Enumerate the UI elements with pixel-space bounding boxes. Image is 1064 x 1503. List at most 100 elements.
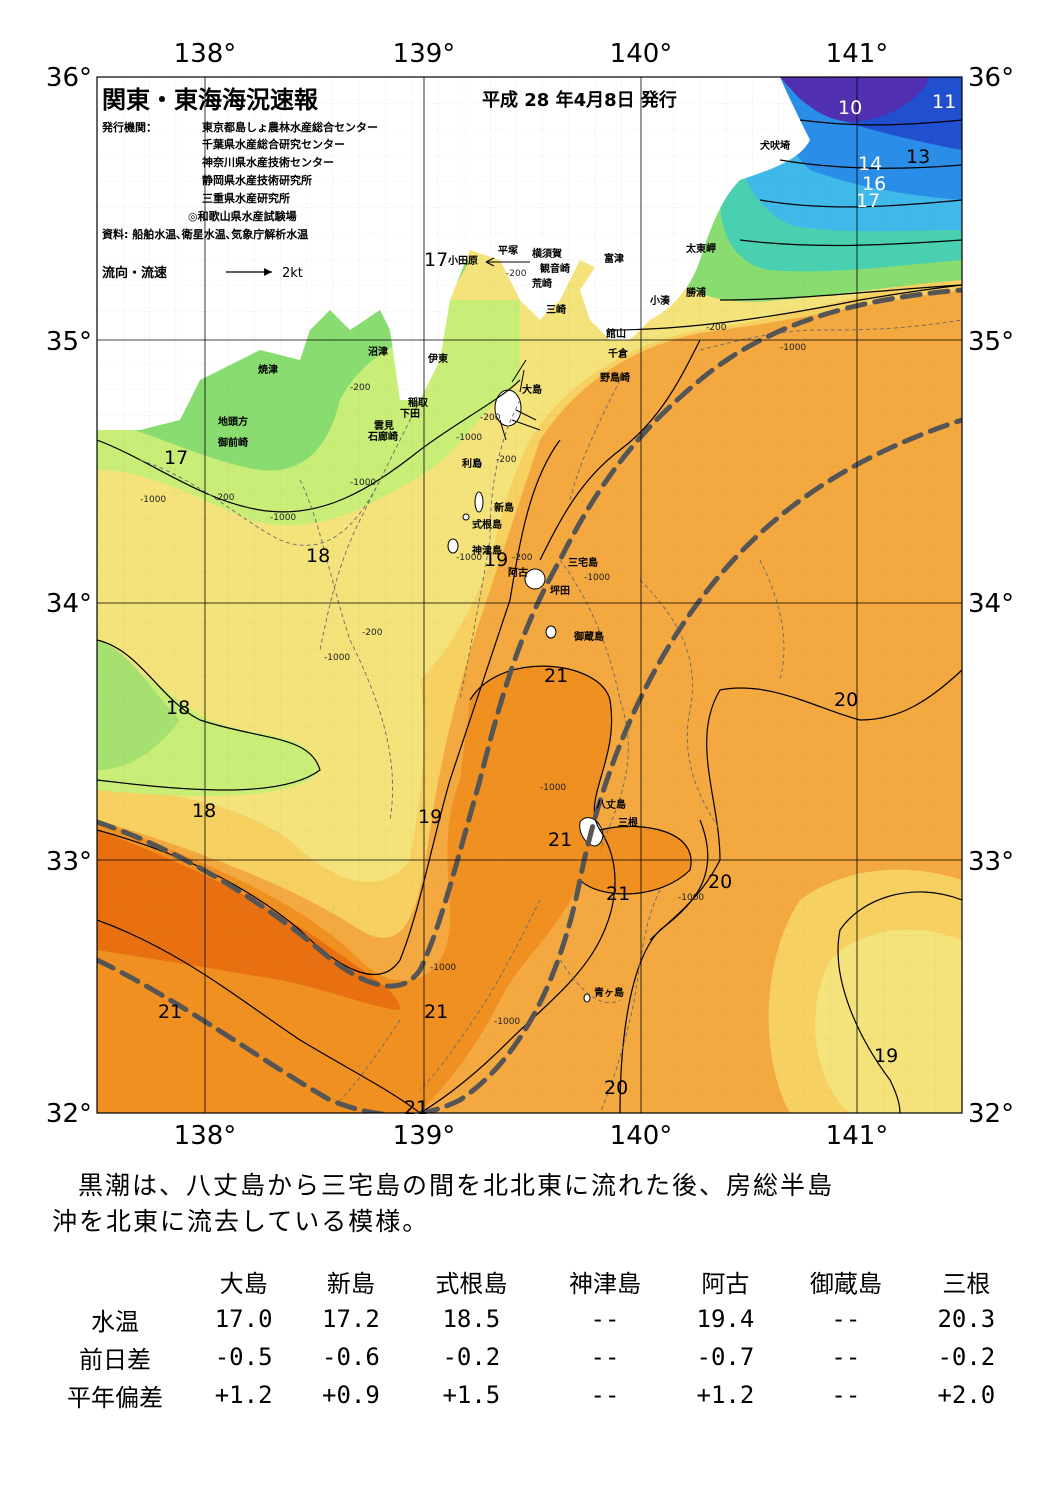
place-label: 館山 [605,327,626,340]
table-cell: -0.7 [696,1343,755,1371]
isotherm-label: 13 [906,146,930,168]
table-cell: 20.3 [937,1305,996,1333]
data-source: 資料: 船舶水温､衛星水温､気象庁解析水温 [102,227,308,241]
table-cell: -0.6 [322,1343,380,1371]
table-header-row: 大島 新島 式根島 神津島 阿古 御蔵島 三根 [40,1262,1020,1300]
publisher-item: 三重県水産研究所 [202,191,290,205]
legend-arrow [226,268,272,276]
isotherm-label: 17 [856,190,880,212]
depth-labels: -200 -200 -200 -200 -200 -200 -200 -200 … [140,269,806,1027]
isotherm-label: 21 [424,1001,448,1023]
place-label: 神津島 [472,544,502,557]
isotherm-label: 21 [548,829,572,851]
depth-label: -200 [362,628,383,638]
depth-label: -1000 [780,343,806,353]
place-label: 犬吠埼 [760,139,790,152]
isotherm-label: 14 [858,153,882,175]
lon-top-141: 141° [826,39,889,69]
depth-label: -1000 [584,573,610,583]
place-label: 御前崎 [217,436,248,449]
summary-line-1: 黒潮は、八丈島から三宅島の間を北北東に流れた後、房総半島 [78,1171,835,1200]
isotherm-labels: 10 11 13 14 16 17 17 17 18 18 18 19 19 2… [158,91,956,1119]
place-label: 観音崎 [540,262,570,275]
depth-label: -1000 [456,433,482,443]
depth-label: -1000 [270,513,296,523]
table-cell: +1.2 [696,1381,755,1409]
lon-top-140: 140° [610,39,673,69]
table-cell: 17.2 [322,1305,380,1333]
table-row: 前日差 -0.5 -0.6 -0.2 -- -0.7 -- -0.2 [40,1338,1020,1376]
lat-left-35: 35° [46,327,92,357]
lon-bottom-139: 139° [393,1121,456,1151]
axis-labels: 138° 139° 140° 141° 138° 139° 140° 141° … [46,39,1014,1151]
place-label: 小湊 [649,294,671,307]
place-label: 坪田 [550,584,570,597]
table-cell: 18.5 [442,1305,501,1333]
depth-label: -1000 [140,495,166,505]
lat-left-32: 32° [46,1099,92,1129]
depth-label: -1000 [540,783,566,793]
major-grid [97,77,962,1113]
lat-right-33: 33° [968,847,1014,877]
table-row: 水温 17.0 17.2 18.5 -- 19.4 -- 20.3 [40,1300,1020,1338]
isotherm-label: 19 [874,1045,898,1067]
minor-grid [97,77,962,1113]
place-label: 三崎 [546,303,566,316]
depth-label: -1000 [430,963,456,973]
place-label: 石廊崎 [367,430,398,443]
depth-label: -200 [506,269,527,279]
legend-label: 流向・流速 [102,265,167,281]
depth-label: -200 [350,383,371,393]
place-label: 阿古 [508,566,528,579]
isotherm-label: 11 [932,91,956,113]
depth-label: -200 [496,455,517,465]
depth-label: -1000 [324,653,350,663]
isotherm-label: 18 [166,697,190,719]
isotherm-label: 20 [708,871,732,893]
publisher-item: 東京都島しょ農林水産総合センター [202,120,378,134]
publisher-label: 発行機関： [101,120,157,134]
isotherm-lines [97,119,962,1113]
table-cell: +2.0 [937,1381,996,1409]
lon-top-139: 139° [393,39,456,69]
table-cell: -- [590,1343,620,1371]
table-cell: +1.2 [214,1381,273,1409]
current-vectors [485,257,541,441]
place-label: 三根 [618,816,638,829]
isotherm-label: 20 [604,1077,628,1099]
lat-left-33: 33° [46,847,92,877]
station-header: 阿古 [701,1269,750,1298]
lon-bottom-141: 141° [826,1121,889,1151]
place-label: 横須賀 [532,247,562,260]
lat-left-36: 36° [46,63,92,93]
lon-top-138: 138° [174,39,237,69]
summary-line-2: 沖を北東に流去している模様。 [52,1207,430,1236]
table-corner [40,1262,190,1300]
table-cell: -- [831,1343,861,1371]
kuroshio-axis [97,287,962,1113]
row-label: 前日差 [79,1345,151,1374]
map-title: 関東・東海海況速報 [102,86,319,114]
isotherm-label: 18 [192,800,216,822]
row-label: 平年偏差 [67,1383,163,1412]
sea-temperature-map: 138° 139° 140° 141° 138° 139° 140° 141° … [46,39,1014,1151]
publisher-item: ◎和歌山県水産試験場 [188,209,297,223]
depth-label: -200 [512,553,533,563]
isotherm-label: 21 [158,1001,182,1023]
isotherm-label: 17 [164,447,188,469]
lon-bottom-140: 140° [610,1121,673,1151]
table-cell: -0.2 [442,1343,501,1371]
place-label: 荒崎 [531,277,552,290]
depth-label: -1000 [456,553,482,563]
station-header: 三根 [942,1269,991,1298]
station-header: 式根島 [435,1269,508,1298]
place-label: 平塚 [498,244,518,257]
place-label: 青ヶ島 [594,986,624,999]
legend-speed: 2kt [282,266,303,281]
place-label: 稲取 [408,396,429,409]
isotherm-label: 18 [306,545,330,567]
table-cell: +0.9 [322,1381,380,1409]
place-label: 八丈島 [595,798,626,811]
place-label: 富津 [604,252,624,265]
station-temperature-table: 大島 新島 式根島 神津島 阿古 御蔵島 三根 水温 17.0 17.2 18.… [40,1262,1020,1414]
